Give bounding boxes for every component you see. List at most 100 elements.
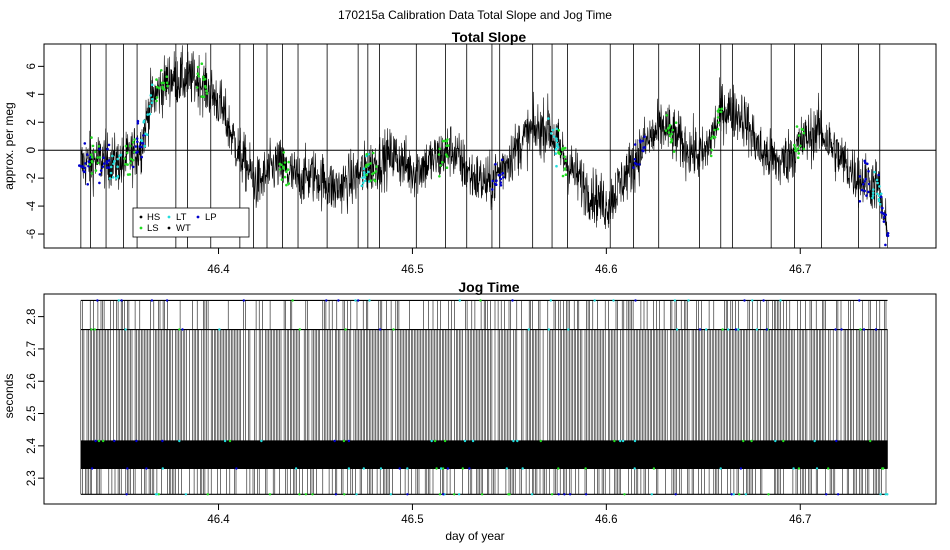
calibration-point-lp (642, 146, 645, 149)
total-slope-frame (43, 43, 937, 249)
jog-time-point-lt (792, 467, 795, 470)
calibration-point-ls (561, 148, 564, 151)
calibration-point-ls (445, 166, 449, 169)
jog-time-point-lp (739, 467, 743, 470)
calibration-point-lt (116, 165, 119, 168)
jog-time-point-ls (767, 493, 770, 496)
jog-time-line (80, 300, 888, 495)
jog-time-point-lp (113, 439, 116, 443)
calibration-point-ls (124, 144, 128, 148)
jog-time-point-ls (433, 439, 437, 443)
calibration-point-lt (551, 128, 555, 132)
calibration-point-ls (160, 81, 164, 85)
calibration-point-ls (155, 85, 159, 89)
jog-time-point-lp (825, 493, 828, 496)
calibration-point-ls (439, 164, 442, 167)
calibration-point-lt (871, 196, 874, 200)
jog-time-point-lt (621, 439, 625, 443)
jog-time-point-ls (557, 467, 560, 470)
calibration-point-lt (116, 157, 119, 161)
jog-time-point-lt (521, 467, 524, 470)
jog-time-axes: 46.4 46.5 46.6 46.7 2.3 2.4 2.5 2.6 2.7 2.8 (26, 309, 811, 526)
jog-time-xtick-label: 46.7 (789, 514, 811, 526)
jog-time-point-lt (178, 439, 181, 443)
calibration-point-lp (107, 143, 111, 147)
jog-time-point-lp (145, 467, 148, 470)
calibration-point-lp (98, 173, 102, 176)
calibration-point-lt (555, 144, 559, 148)
jog-time-point-lt (368, 299, 371, 302)
jog-time-ytick-label: 2.3 (26, 470, 38, 486)
calibration-point-ls (162, 81, 165, 85)
jog-time-point-lp (836, 493, 840, 496)
calibration-point-lp (862, 183, 865, 186)
jog-time-point-ls (298, 328, 301, 331)
jog-time-ytick-label: 2.8 (26, 309, 38, 325)
jog-time-point-ls (750, 439, 753, 443)
calibration-point-ls (796, 156, 800, 159)
panel-total-slope: Total Slope approx. per meg 46.4 46.5 46.6… (2, 29, 937, 276)
calibration-point-lp (84, 162, 87, 165)
calibration-point-ls (165, 81, 169, 85)
calibration-point-ls (200, 62, 204, 65)
calibration-point-ls (196, 65, 200, 69)
jog-time-point-ls (507, 493, 510, 496)
jog-time-title: Jog Time (458, 279, 519, 295)
calibration-point-lp (864, 177, 867, 181)
calibration-point-lt (144, 132, 147, 136)
calibration-point-lt (363, 176, 367, 179)
jog-time-point-lt (673, 299, 677, 302)
calibration-point-ls (797, 152, 800, 155)
calibration-point-lt (875, 178, 879, 182)
jog-time-point-lp (634, 299, 637, 302)
calibration-point-ls (371, 172, 374, 176)
calibration-point-lp (98, 181, 101, 185)
jog-time-point-lp (511, 299, 514, 302)
legend-hs-marker (139, 215, 143, 219)
calibration-point-lp (502, 176, 505, 179)
calibration-point-lp (495, 179, 498, 182)
calibration-point-lt (109, 171, 113, 175)
jog-time-point-lp (325, 299, 328, 302)
calibration-point-ls (674, 121, 678, 124)
calibration-point-ls (716, 127, 720, 131)
calibration-point-ls (371, 151, 375, 155)
jog-time-point-ls (342, 439, 346, 443)
jog-time-ytick-label: 2.4 (26, 437, 38, 454)
jog-time-point-ls (268, 493, 272, 496)
calibration-point-lp (639, 140, 642, 144)
jog-time-point-ls (443, 439, 447, 443)
jog-time-frame (43, 293, 937, 505)
calibration-point-ls (793, 143, 796, 147)
calibration-point-ls (282, 167, 285, 170)
calibration-point-ls (98, 156, 102, 159)
calibration-point-ls (563, 146, 567, 150)
calibration-point-ls (287, 160, 291, 164)
calibration-point-ls (278, 162, 282, 166)
jog-time-ytick-label: 2.7 (26, 341, 38, 357)
jog-time-point-lt (505, 467, 508, 470)
jog-time-point-lt (633, 439, 637, 443)
jog-time-point-ls (738, 493, 741, 496)
total-slope-ylabel: approx. per meg (2, 102, 16, 189)
calibration-point-lt (148, 112, 152, 116)
calibration-point-ls (438, 147, 442, 151)
calibration-point-ls (717, 110, 720, 114)
jog-time-point-lt (549, 299, 552, 302)
calibration-point-ls (88, 163, 92, 166)
calibration-point-ls (205, 89, 208, 93)
jog-time-point-lt (362, 467, 365, 470)
calibration-point-ls (126, 173, 130, 176)
jog-time-point-lp (235, 467, 238, 470)
calibration-point-ls (133, 138, 136, 141)
calibration-point-ls (204, 84, 207, 88)
calibration-point-ls (205, 92, 209, 95)
calibration-point-lt (362, 167, 366, 170)
calibration-point-ls (93, 150, 97, 154)
total-slope-ytick-label: 6 (26, 63, 38, 69)
calibration-point-ls (160, 69, 163, 72)
jog-time-point-ls (827, 467, 830, 470)
calibration-point-ls (128, 144, 132, 148)
legend-ls-label: LS (147, 223, 159, 234)
calibration-point-lp (886, 234, 890, 238)
